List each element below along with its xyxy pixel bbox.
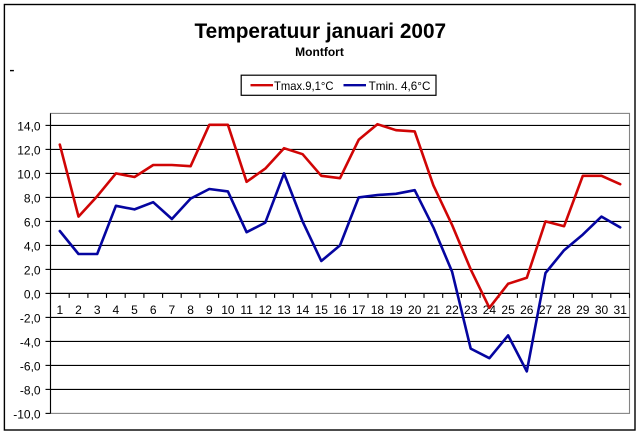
svg-text:16: 16 [333, 303, 347, 317]
svg-text:22: 22 [445, 303, 459, 317]
svg-text:14: 14 [296, 303, 310, 317]
svg-text:12,0: 12,0 [17, 143, 41, 157]
svg-text:2: 2 [75, 303, 82, 317]
svg-text:28: 28 [557, 303, 571, 317]
svg-text:6,0: 6,0 [24, 215, 41, 229]
svg-text:-2,0: -2,0 [20, 311, 41, 325]
svg-text:Montfort: Montfort [295, 45, 344, 59]
svg-text:8,0: 8,0 [24, 191, 41, 205]
svg-text:3: 3 [94, 303, 101, 317]
svg-text:-10,0: -10,0 [13, 407, 41, 421]
svg-text:17: 17 [352, 303, 366, 317]
svg-text:19: 19 [389, 303, 403, 317]
svg-text:-4,0: -4,0 [20, 335, 41, 349]
svg-text:8: 8 [187, 303, 194, 317]
svg-text:26: 26 [520, 303, 534, 317]
svg-text:25: 25 [501, 303, 515, 317]
svg-text:4,0: 4,0 [24, 239, 41, 253]
svg-text:29: 29 [576, 303, 590, 317]
svg-text:14,0: 14,0 [17, 119, 41, 133]
svg-text:6: 6 [150, 303, 157, 317]
svg-text:27: 27 [539, 303, 553, 317]
svg-text:30: 30 [595, 303, 609, 317]
svg-text:Tmax.9,1°C: Tmax.9,1°C [274, 79, 334, 93]
svg-text:13: 13 [277, 303, 291, 317]
svg-text:24: 24 [483, 303, 497, 317]
svg-text:5: 5 [131, 303, 138, 317]
svg-text:Temperatuur januari 2007: Temperatuur januari 2007 [195, 20, 447, 43]
svg-text:11: 11 [240, 303, 253, 317]
svg-text:10,0: 10,0 [17, 167, 41, 181]
svg-text:12: 12 [259, 303, 273, 317]
svg-text:4: 4 [113, 303, 120, 317]
svg-text:1: 1 [56, 303, 63, 317]
svg-text:Tmin. 4,6°C: Tmin. 4,6°C [369, 79, 431, 93]
svg-text:7: 7 [169, 303, 176, 317]
svg-text:20: 20 [408, 303, 422, 317]
svg-text:18: 18 [371, 303, 385, 317]
svg-text:31: 31 [614, 303, 628, 317]
svg-text:0,0: 0,0 [24, 287, 41, 301]
svg-text:15: 15 [315, 303, 329, 317]
svg-text:-6,0: -6,0 [20, 359, 41, 373]
svg-text:2,0: 2,0 [24, 263, 41, 277]
svg-text:9: 9 [206, 303, 213, 317]
svg-text:-8,0: -8,0 [20, 383, 41, 397]
svg-text:10: 10 [221, 303, 235, 317]
svg-text:23: 23 [464, 303, 478, 317]
svg-text:21: 21 [427, 303, 441, 317]
